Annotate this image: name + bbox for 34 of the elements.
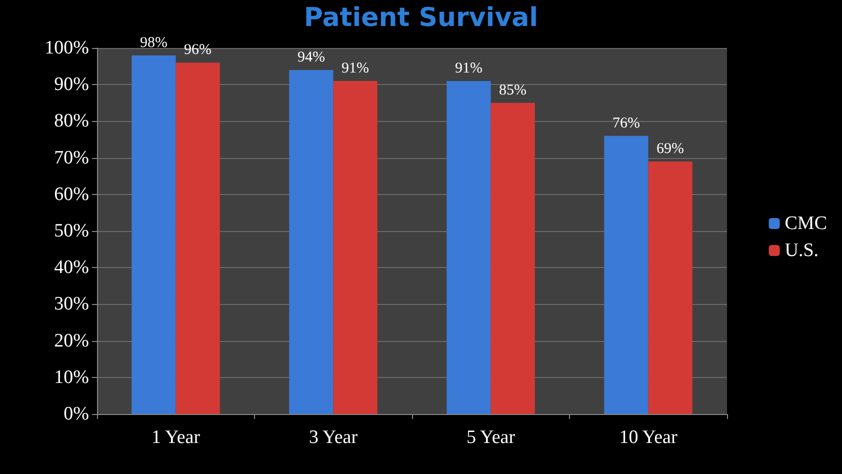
data-label: 91%: [342, 60, 370, 76]
y-tick-label: 70%: [54, 147, 90, 168]
data-label: 96%: [184, 42, 212, 58]
bar: [490, 102, 535, 414]
data-label: 91%: [454, 60, 482, 76]
bar: [446, 80, 491, 414]
x-tick-label: 3 Year: [308, 427, 358, 448]
y-tick-label: 40%: [54, 257, 90, 278]
bar: [132, 55, 176, 414]
y-tick-label: 10%: [54, 366, 90, 388]
y-tick-label: 20%: [54, 330, 90, 352]
bar: [176, 62, 220, 414]
bar: [648, 161, 692, 414]
data-label: 69%: [656, 140, 684, 157]
bar: [333, 80, 378, 414]
x-tick-label: 10 Year: [619, 427, 678, 448]
y-tick-label: 80%: [54, 110, 90, 132]
y-tick-label: 30%: [54, 294, 90, 315]
data-label: 85%: [499, 82, 527, 98]
x-tick-label: 5 Year: [466, 427, 516, 448]
x-tick-label: 1 Year: [151, 427, 201, 448]
chart-title: Patient Survival: [304, 3, 538, 33]
legend-label: U.S.: [784, 240, 819, 261]
legend-label: CMC: [784, 213, 828, 234]
y-tick-label: 100%: [44, 38, 90, 58]
data-label: 76%: [612, 115, 640, 132]
bar: [289, 70, 334, 414]
y-tick-label: 60%: [54, 184, 90, 205]
y-tick-label: 90%: [54, 74, 90, 96]
data-label: 98%: [140, 34, 168, 51]
data-label: 94%: [297, 49, 325, 66]
y-tick-label: 0%: [64, 404, 90, 424]
bar: [604, 136, 648, 414]
y-tick-label: 50%: [54, 220, 90, 242]
